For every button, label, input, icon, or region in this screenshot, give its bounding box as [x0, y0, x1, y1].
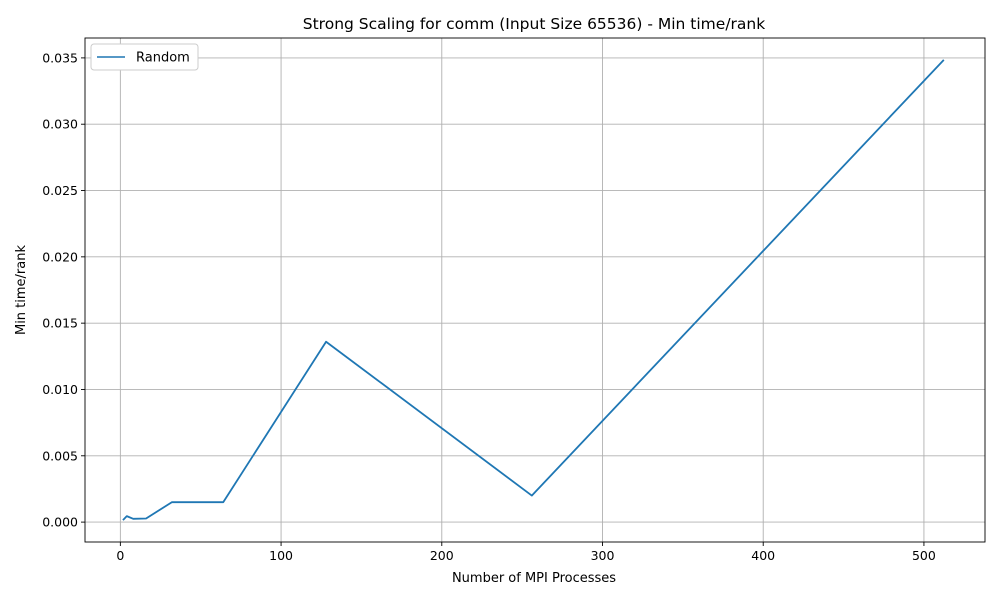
y-axis-label: Min time/rank [14, 245, 29, 336]
x-axis-label: Number of MPI Processes [452, 571, 616, 586]
y-tick-label: 0.015 [42, 316, 78, 331]
y-tick-label: 0.010 [42, 382, 78, 397]
y-tick-label: 0.025 [42, 183, 78, 198]
x-tick-label: 400 [751, 548, 775, 563]
x-tick-label: 0 [116, 548, 124, 563]
y-axis: 0.000 0.005 0.010 0.015 0.020 0.025 0.030 0.035 [42, 50, 85, 530]
grid-lines [85, 38, 985, 542]
y-tick-label: 0.020 [42, 249, 78, 264]
y-tick-label: 0.035 [42, 50, 78, 65]
y-tick-label: 0.000 [42, 515, 78, 530]
x-axis: 0 100 200 300 400 500 [116, 542, 936, 563]
series-line-random [122, 59, 945, 521]
plot-frame [84, 37, 986, 543]
legend-box [90, 43, 199, 71]
chart-title: Strong Scaling for comm (Input Size 6553… [303, 15, 765, 33]
x-tick-label: 300 [591, 548, 615, 563]
x-tick-label: 500 [912, 548, 936, 563]
legend-label-random: Random [136, 51, 190, 66]
legend: Random [90, 43, 199, 71]
x-tick-label: 100 [269, 548, 293, 563]
y-tick-label: 0.005 [42, 448, 78, 463]
y-tick-label: 0.030 [42, 117, 78, 132]
x-tick-label: 200 [430, 548, 454, 563]
series-layer [122, 59, 945, 521]
